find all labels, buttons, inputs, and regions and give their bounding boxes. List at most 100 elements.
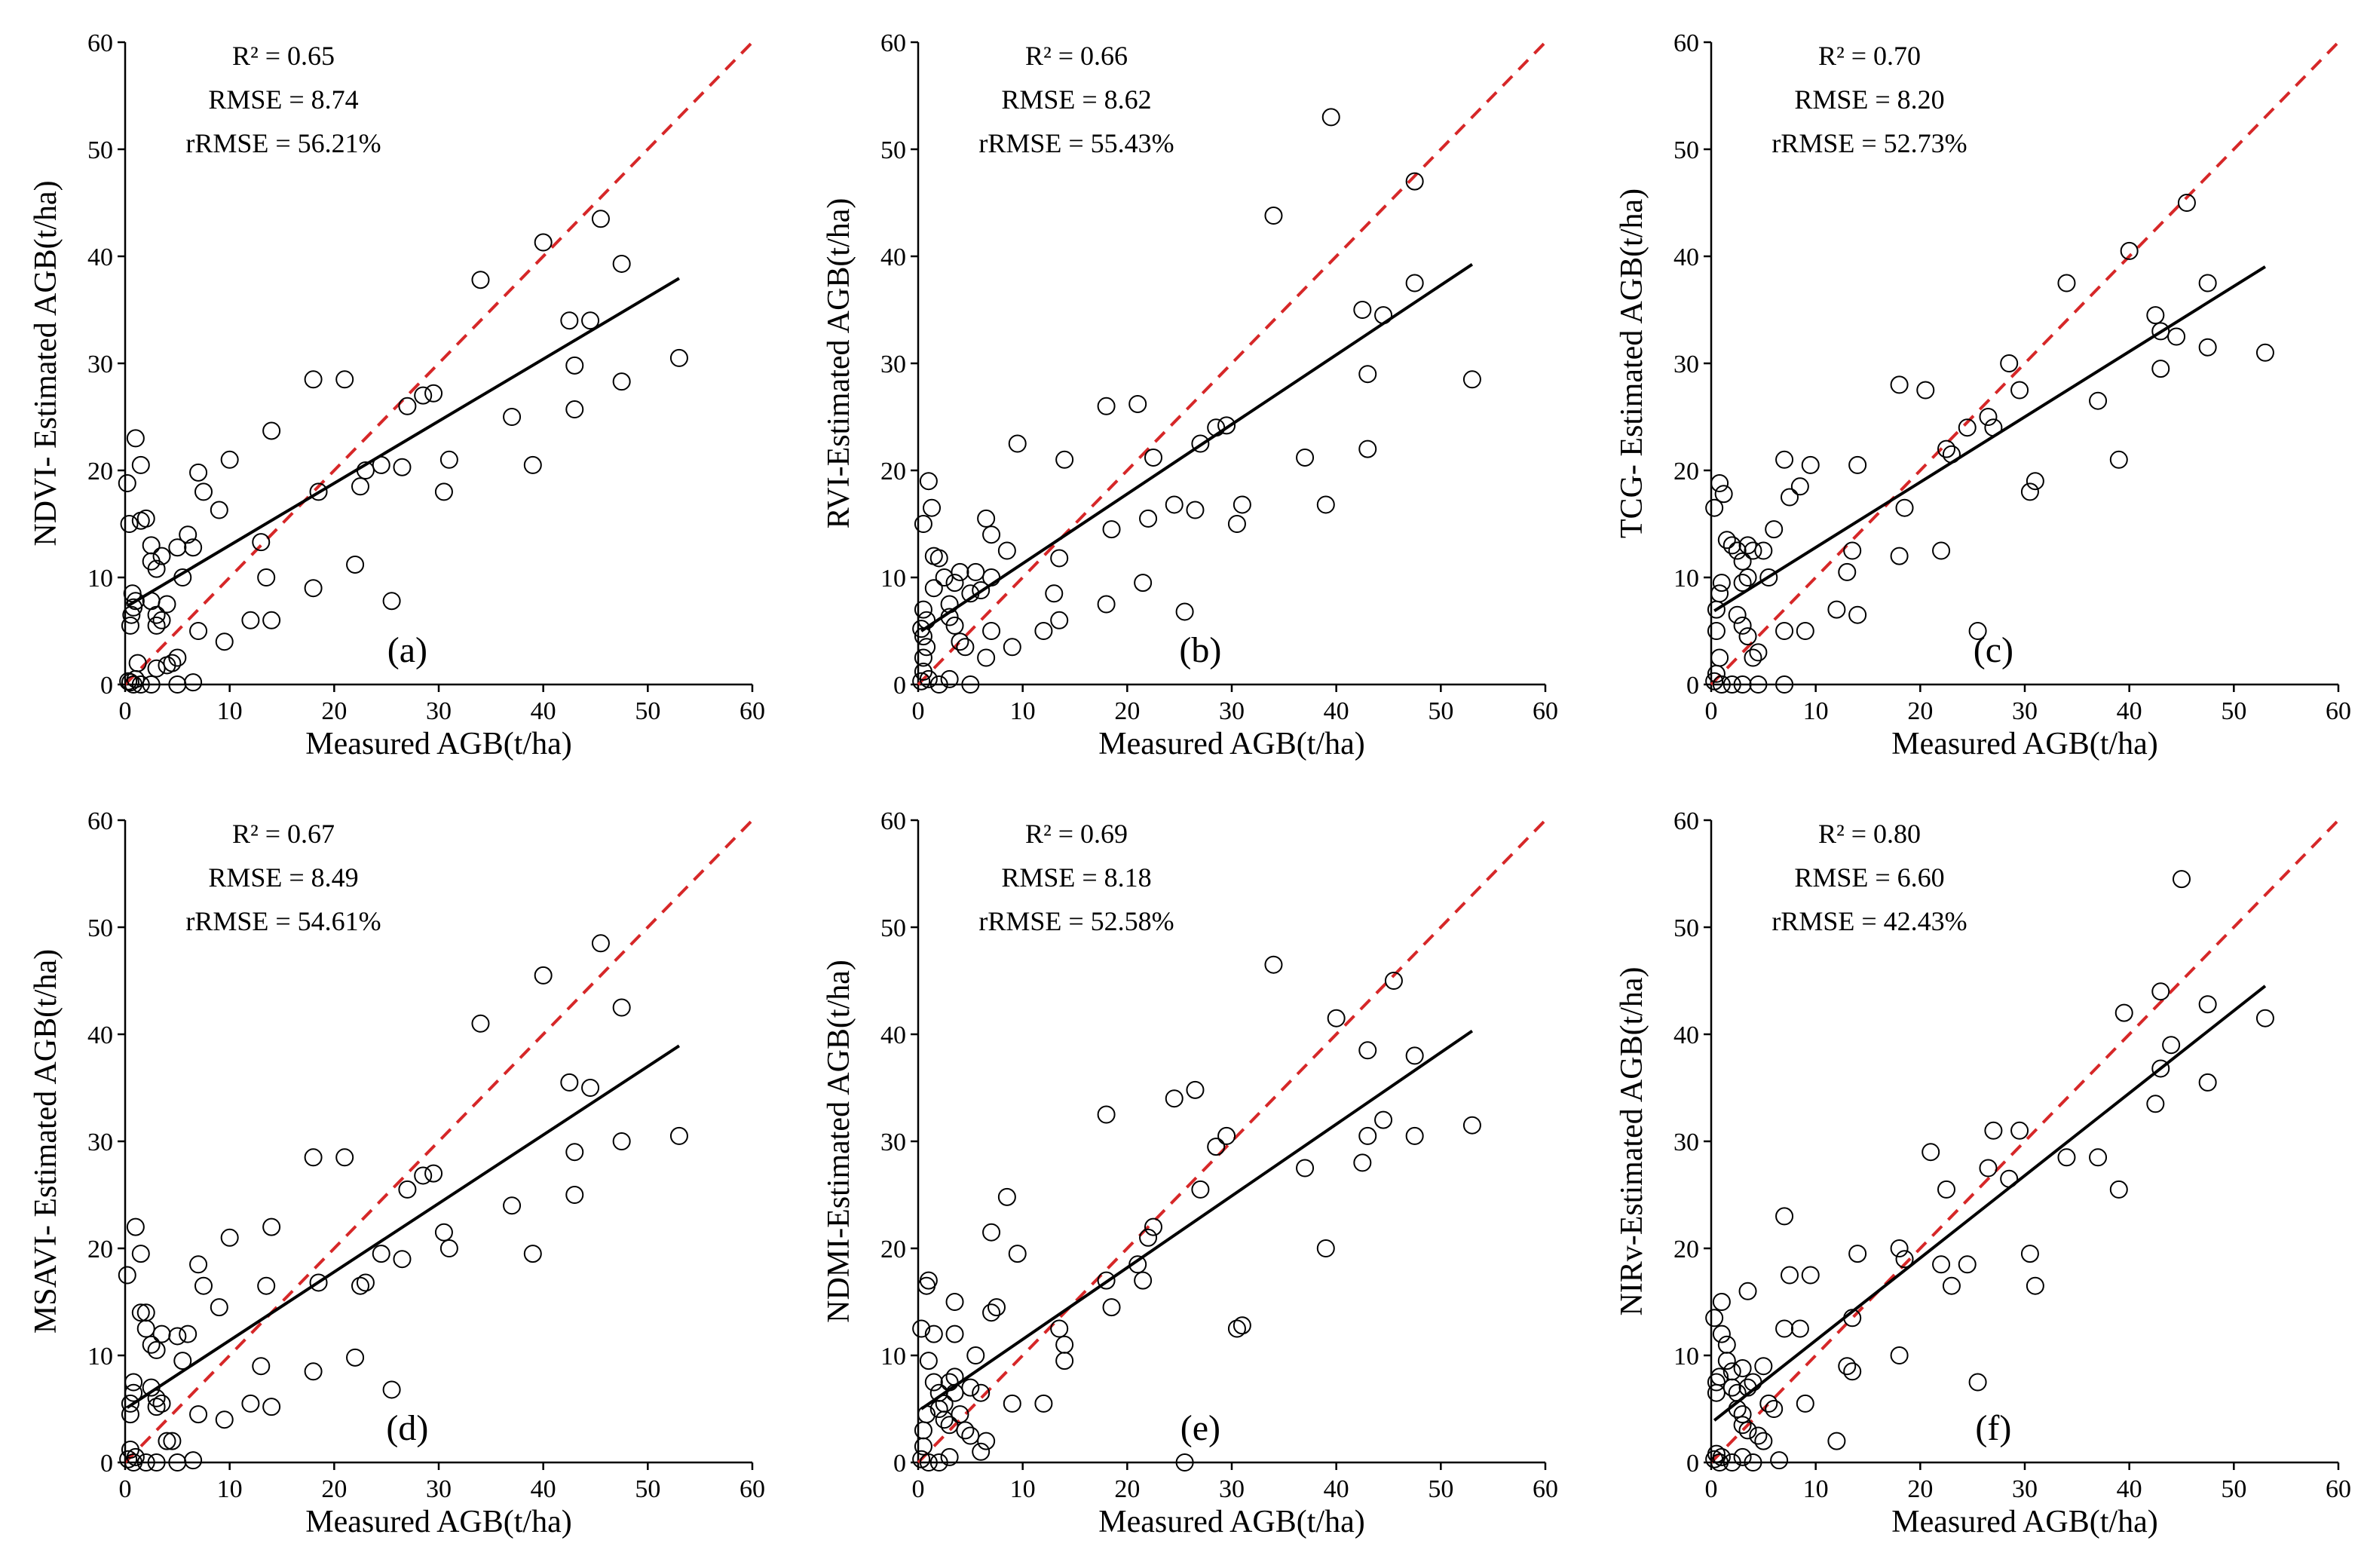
data-point <box>1712 1447 1731 1466</box>
data-point <box>304 579 323 598</box>
data-point <box>977 648 996 667</box>
data-point <box>1186 501 1205 519</box>
data-point <box>940 1447 959 1466</box>
y-axis-title: NIRv-Estimated AGB(t/ha) <box>1615 966 1649 1315</box>
data-point <box>262 611 281 629</box>
data-point <box>194 1276 213 1295</box>
data-point <box>393 458 412 476</box>
x-tick-label: 40 <box>531 1475 556 1503</box>
data-point <box>163 1432 182 1450</box>
y-tick-label: 0 <box>893 1450 906 1478</box>
data-point <box>951 562 969 581</box>
data-point <box>2109 450 2128 469</box>
data-point <box>1712 574 1731 593</box>
data-point <box>1937 439 1955 458</box>
data-point <box>184 1451 203 1470</box>
x-tick-label: 10 <box>1010 697 1036 725</box>
data-point <box>2198 338 2217 357</box>
y-tick-label: 30 <box>880 1129 906 1156</box>
data-point <box>189 1405 208 1424</box>
data-point <box>124 1373 143 1392</box>
data-point <box>131 1245 150 1263</box>
data-point <box>184 673 203 692</box>
data-point <box>1843 1362 1862 1381</box>
data-point <box>919 1352 938 1370</box>
data-point <box>304 1362 323 1381</box>
data-point <box>560 1073 579 1092</box>
data-point <box>1738 627 1757 646</box>
data-point <box>534 233 553 252</box>
data-point <box>382 1380 401 1399</box>
data-point <box>398 1180 417 1199</box>
y-tick-label: 40 <box>87 243 113 271</box>
data-point <box>1744 648 1762 667</box>
one-to-one-line <box>124 819 754 1464</box>
data-point <box>565 1186 584 1204</box>
scatter-panel-5: 00 10 10 20 20 30 30 40 40 50 50 60 60 Measured AGB(t… <box>822 807 1558 1539</box>
data-point <box>1733 574 1752 593</box>
data-point <box>565 356 584 375</box>
x-tick-label: 30 <box>1219 1475 1245 1503</box>
x-tick-label: 60 <box>2326 1475 2351 1503</box>
regression-line <box>920 262 1474 632</box>
data-point <box>1895 498 1914 517</box>
data-point <box>1139 509 1158 528</box>
data-point <box>919 1271 938 1290</box>
data-point <box>1405 274 1424 292</box>
data-point <box>977 1432 996 1450</box>
data-point <box>1217 416 1236 435</box>
data-point <box>189 622 208 640</box>
data-point <box>128 654 147 672</box>
data-point <box>1207 1138 1226 1156</box>
scatter-panel-3: 00 10 10 20 20 30 30 40 40 50 50 60 60 Measured AGB(t… <box>1615 29 2351 761</box>
data-point <box>2026 472 2044 491</box>
data-point <box>119 1450 138 1468</box>
data-point <box>1227 1319 1246 1338</box>
data-point <box>262 1217 281 1236</box>
data-point <box>1705 1309 1724 1328</box>
stat-annotation: RMSE = 8.62 <box>1001 84 1151 115</box>
data-point <box>972 581 991 600</box>
one-to-one-line <box>917 819 1547 1464</box>
data-point <box>1848 455 1867 474</box>
data-point <box>220 1228 239 1247</box>
x-tick-label: 50 <box>2221 1475 2246 1503</box>
data-point <box>1916 381 1935 400</box>
data-point <box>152 547 171 565</box>
data-point <box>1003 1394 1021 1413</box>
data-point <box>1717 1335 1736 1354</box>
data-point <box>1097 1271 1116 1290</box>
y-tick-label: 0 <box>893 672 906 700</box>
data-point <box>262 421 281 440</box>
stat-annotation: R² = 0.66 <box>1025 41 1128 71</box>
data-point <box>121 616 139 635</box>
data-point <box>1728 605 1747 624</box>
data-point <box>142 536 161 555</box>
data-point <box>1738 568 1757 586</box>
data-point <box>121 1394 139 1413</box>
scatter-panel-4: 00 10 10 20 20 30 30 40 40 50 50 60 60 Measured AGB(t… <box>29 807 765 1539</box>
panel-label: (d) <box>386 1408 428 1448</box>
data-point <box>945 1293 964 1311</box>
stat-annotation: RMSE = 8.20 <box>1794 84 1944 115</box>
data-point <box>1165 1089 1184 1108</box>
data-point <box>2020 482 2039 501</box>
x-tick-label: 20 <box>1114 697 1140 725</box>
data-point <box>1707 1373 1726 1392</box>
data-point <box>1175 1453 1194 1472</box>
x-tick-label: 20 <box>321 697 347 725</box>
x-tick-label: 10 <box>217 697 243 725</box>
y-tick-label: 10 <box>1673 565 1699 593</box>
data-point <box>1050 549 1069 568</box>
data-point <box>158 595 176 614</box>
data-point <box>612 372 631 391</box>
data-point <box>997 541 1016 560</box>
y-tick-label: 50 <box>880 136 906 164</box>
data-point <box>523 455 542 474</box>
data-point <box>503 408 522 426</box>
stat-annotation: R² = 0.70 <box>1818 41 1921 71</box>
data-point <box>1765 1400 1784 1418</box>
data-point <box>1759 568 1778 586</box>
x-tick-label: 50 <box>1428 1475 1453 1503</box>
